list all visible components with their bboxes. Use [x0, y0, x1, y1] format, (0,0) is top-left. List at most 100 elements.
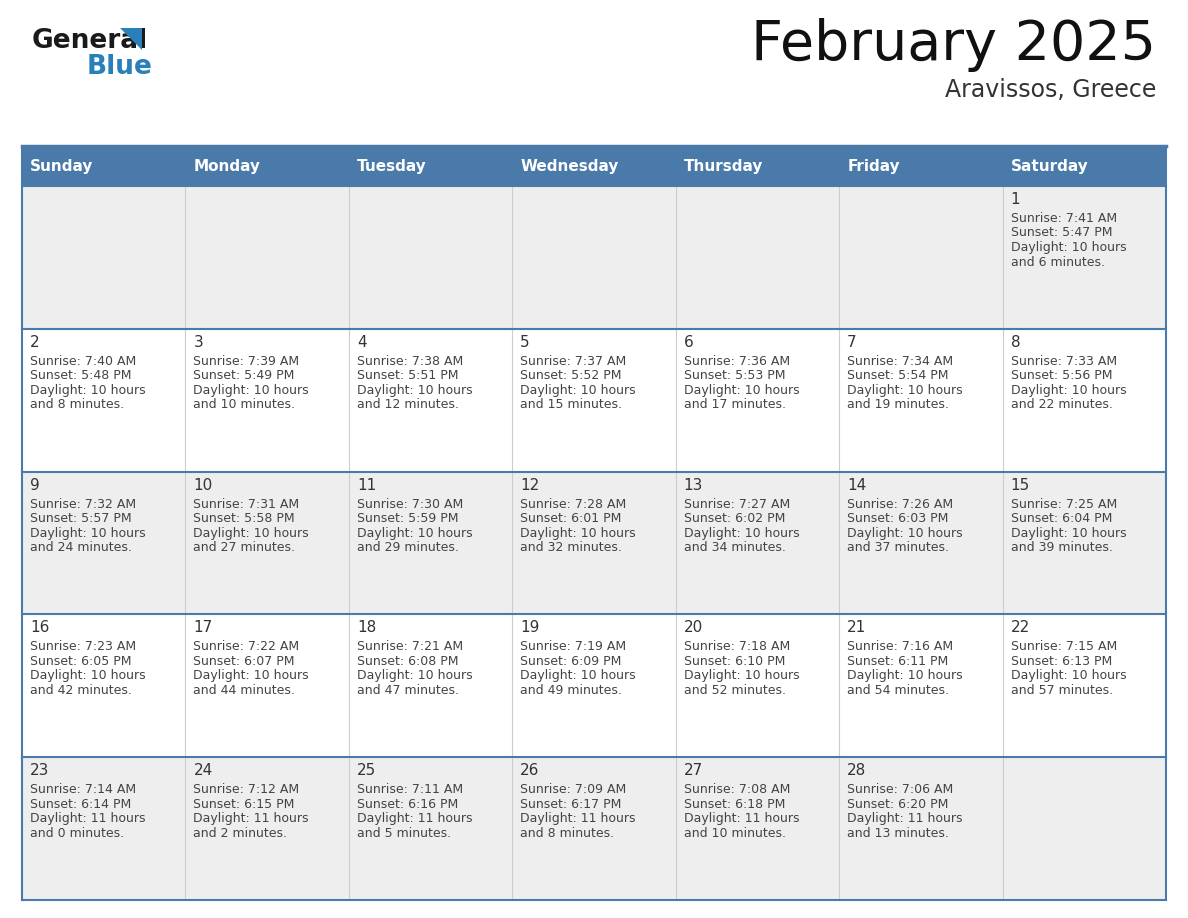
Text: and 12 minutes.: and 12 minutes. [356, 398, 459, 411]
Text: Daylight: 10 hours: Daylight: 10 hours [520, 527, 636, 540]
Text: Sunrise: 7:12 AM: Sunrise: 7:12 AM [194, 783, 299, 796]
Text: Daylight: 10 hours: Daylight: 10 hours [520, 669, 636, 682]
Text: Sunrise: 7:40 AM: Sunrise: 7:40 AM [30, 354, 137, 368]
Text: and 24 minutes.: and 24 minutes. [30, 541, 132, 554]
Text: 19: 19 [520, 621, 539, 635]
Text: 18: 18 [356, 621, 377, 635]
Text: and 10 minutes.: and 10 minutes. [194, 398, 296, 411]
Text: Daylight: 10 hours: Daylight: 10 hours [194, 669, 309, 682]
Text: Daylight: 10 hours: Daylight: 10 hours [684, 384, 800, 397]
Text: 7: 7 [847, 335, 857, 350]
Text: and 47 minutes.: and 47 minutes. [356, 684, 459, 697]
Text: Sunset: 6:10 PM: Sunset: 6:10 PM [684, 655, 785, 668]
Text: Sunset: 5:48 PM: Sunset: 5:48 PM [30, 369, 132, 382]
Text: and 17 minutes.: and 17 minutes. [684, 398, 785, 411]
Text: Daylight: 11 hours: Daylight: 11 hours [684, 812, 800, 825]
Text: Sunset: 5:53 PM: Sunset: 5:53 PM [684, 369, 785, 382]
Text: Sunrise: 7:38 AM: Sunrise: 7:38 AM [356, 354, 463, 368]
Text: Sunset: 6:09 PM: Sunset: 6:09 PM [520, 655, 621, 668]
Text: Sunrise: 7:25 AM: Sunrise: 7:25 AM [1011, 498, 1117, 510]
Text: 6: 6 [684, 335, 694, 350]
Text: 20: 20 [684, 621, 703, 635]
Text: and 57 minutes.: and 57 minutes. [1011, 684, 1113, 697]
Text: Sunrise: 7:14 AM: Sunrise: 7:14 AM [30, 783, 137, 796]
Text: Sunrise: 7:22 AM: Sunrise: 7:22 AM [194, 641, 299, 654]
Text: Sunset: 6:07 PM: Sunset: 6:07 PM [194, 655, 295, 668]
Bar [23, 186, 1165, 329]
Text: Sunrise: 7:18 AM: Sunrise: 7:18 AM [684, 641, 790, 654]
Text: Sunrise: 7:08 AM: Sunrise: 7:08 AM [684, 783, 790, 796]
Text: Sunset: 5:49 PM: Sunset: 5:49 PM [194, 369, 295, 382]
Text: Sunset: 6:04 PM: Sunset: 6:04 PM [1011, 512, 1112, 525]
Text: Sunrise: 7:21 AM: Sunrise: 7:21 AM [356, 641, 463, 654]
Text: Sunset: 5:56 PM: Sunset: 5:56 PM [1011, 369, 1112, 382]
Text: 12: 12 [520, 477, 539, 493]
Text: and 49 minutes.: and 49 minutes. [520, 684, 623, 697]
Text: and 32 minutes.: and 32 minutes. [520, 541, 623, 554]
Bar [23, 329, 1165, 472]
Text: 15: 15 [1011, 477, 1030, 493]
Text: and 13 minutes.: and 13 minutes. [847, 827, 949, 840]
Text: and 8 minutes.: and 8 minutes. [30, 398, 124, 411]
Text: Daylight: 10 hours: Daylight: 10 hours [30, 669, 146, 682]
Text: and 39 minutes.: and 39 minutes. [1011, 541, 1112, 554]
Text: Sunset: 6:08 PM: Sunset: 6:08 PM [356, 655, 459, 668]
Text: 8: 8 [1011, 335, 1020, 350]
Text: Sunset: 6:01 PM: Sunset: 6:01 PM [520, 512, 621, 525]
Text: Daylight: 10 hours: Daylight: 10 hours [356, 527, 473, 540]
Text: Sunrise: 7:32 AM: Sunrise: 7:32 AM [30, 498, 137, 510]
Polygon shape [120, 28, 143, 50]
Text: Sunrise: 7:19 AM: Sunrise: 7:19 AM [520, 641, 626, 654]
Text: Daylight: 10 hours: Daylight: 10 hours [520, 384, 636, 397]
Text: 5: 5 [520, 335, 530, 350]
Text: Sunset: 5:47 PM: Sunset: 5:47 PM [1011, 227, 1112, 240]
Bar [23, 148, 1165, 186]
Text: Sunset: 5:58 PM: Sunset: 5:58 PM [194, 512, 295, 525]
Text: 17: 17 [194, 621, 213, 635]
Text: and 10 minutes.: and 10 minutes. [684, 827, 785, 840]
Text: Daylight: 10 hours: Daylight: 10 hours [1011, 527, 1126, 540]
Bar [23, 614, 1165, 757]
Text: 16: 16 [30, 621, 50, 635]
Text: Sunrise: 7:16 AM: Sunrise: 7:16 AM [847, 641, 953, 654]
Text: Daylight: 10 hours: Daylight: 10 hours [847, 384, 962, 397]
Text: Sunrise: 7:15 AM: Sunrise: 7:15 AM [1011, 641, 1117, 654]
Text: Sunrise: 7:30 AM: Sunrise: 7:30 AM [356, 498, 463, 510]
Text: 2: 2 [30, 335, 39, 350]
Text: Daylight: 10 hours: Daylight: 10 hours [30, 527, 146, 540]
Text: Daylight: 11 hours: Daylight: 11 hours [356, 812, 473, 825]
Text: and 52 minutes.: and 52 minutes. [684, 684, 785, 697]
Text: and 22 minutes.: and 22 minutes. [1011, 398, 1112, 411]
Text: 14: 14 [847, 477, 866, 493]
Text: Sunset: 5:57 PM: Sunset: 5:57 PM [30, 512, 132, 525]
Text: 3: 3 [194, 335, 203, 350]
Text: 11: 11 [356, 477, 377, 493]
Text: Daylight: 10 hours: Daylight: 10 hours [194, 527, 309, 540]
Text: General: General [32, 28, 148, 54]
Text: Blue: Blue [87, 54, 153, 80]
Text: Daylight: 11 hours: Daylight: 11 hours [847, 812, 962, 825]
Text: Sunrise: 7:39 AM: Sunrise: 7:39 AM [194, 354, 299, 368]
Text: and 2 minutes.: and 2 minutes. [194, 827, 287, 840]
Text: and 54 minutes.: and 54 minutes. [847, 684, 949, 697]
Text: Daylight: 10 hours: Daylight: 10 hours [1011, 669, 1126, 682]
Text: and 8 minutes.: and 8 minutes. [520, 827, 614, 840]
Text: 23: 23 [30, 763, 50, 778]
Text: 10: 10 [194, 477, 213, 493]
Text: Sunset: 5:54 PM: Sunset: 5:54 PM [847, 369, 949, 382]
Text: Friday: Friday [847, 160, 899, 174]
Text: Sunrise: 7:23 AM: Sunrise: 7:23 AM [30, 641, 137, 654]
Text: Wednesday: Wednesday [520, 160, 619, 174]
Text: Daylight: 10 hours: Daylight: 10 hours [356, 384, 473, 397]
Text: 13: 13 [684, 477, 703, 493]
Text: Sunrise: 7:26 AM: Sunrise: 7:26 AM [847, 498, 953, 510]
Text: Daylight: 10 hours: Daylight: 10 hours [194, 384, 309, 397]
Text: Daylight: 10 hours: Daylight: 10 hours [684, 527, 800, 540]
Text: and 29 minutes.: and 29 minutes. [356, 541, 459, 554]
Text: Daylight: 11 hours: Daylight: 11 hours [520, 812, 636, 825]
Text: Sunset: 6:05 PM: Sunset: 6:05 PM [30, 655, 132, 668]
Text: Sunrise: 7:33 AM: Sunrise: 7:33 AM [1011, 354, 1117, 368]
Text: and 19 minutes.: and 19 minutes. [847, 398, 949, 411]
Text: Daylight: 10 hours: Daylight: 10 hours [30, 384, 146, 397]
Text: Daylight: 10 hours: Daylight: 10 hours [1011, 384, 1126, 397]
